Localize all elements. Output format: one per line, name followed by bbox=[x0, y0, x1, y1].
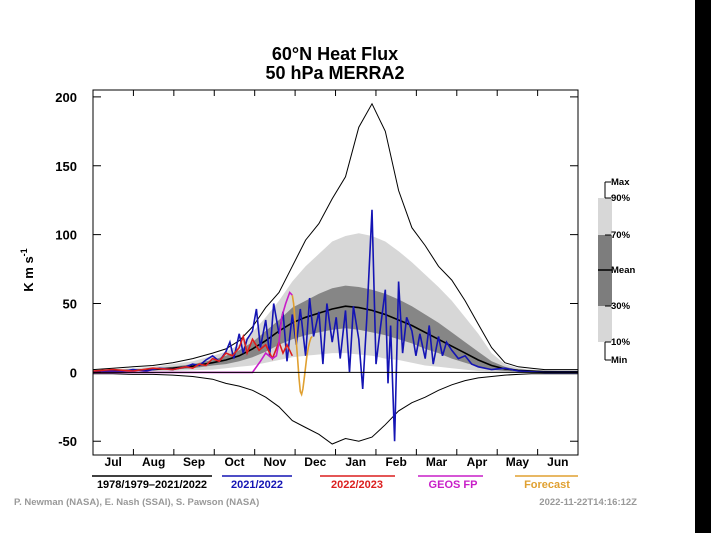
credits: P. Newman (NASA), E. Nash (SSAI), S. Paw… bbox=[14, 497, 259, 508]
legend-label-climatology: 1978/1979–2021/2022 bbox=[97, 479, 207, 491]
y-tick-label: 50 bbox=[63, 296, 77, 311]
band-legend-label: Min bbox=[611, 355, 628, 366]
legend-label-forecast: Forecast bbox=[524, 479, 570, 491]
band-legend-label: 90% bbox=[611, 193, 631, 204]
series-2022-2023-line bbox=[92, 333, 294, 372]
y-axis-label-sup: -1 bbox=[19, 248, 29, 256]
x-month-label: Nov bbox=[264, 455, 287, 469]
line-min bbox=[93, 373, 578, 445]
band-legend-label: Mean bbox=[611, 265, 635, 276]
line-max bbox=[92, 102, 578, 371]
axes: -50 0 50 100 150 200 Jul Aug Sep Oct Nov Dec Jan Feb M… bbox=[55, 89, 579, 469]
band-legend-label: 10% bbox=[611, 337, 631, 348]
series-legend: 1978/1979–2021/2022 2021/2022 2022/2023 … bbox=[92, 475, 578, 491]
x-month-label: Sep bbox=[183, 455, 205, 469]
x-month-label: Apr bbox=[467, 455, 488, 469]
band-legend-label: 70% bbox=[611, 230, 631, 241]
x-month-label: Jun bbox=[547, 455, 568, 469]
y-tick-label: -50 bbox=[58, 434, 77, 449]
y-axis-label: K m s-1 bbox=[19, 248, 36, 291]
y-tick-label: 0 bbox=[70, 365, 77, 380]
legend-label-2022-2023: 2022/2023 bbox=[331, 479, 383, 491]
x-month-label: Dec bbox=[304, 455, 326, 469]
series-forecast-line bbox=[291, 295, 313, 397]
x-month-label: Oct bbox=[224, 455, 244, 469]
band-legend-label: Max bbox=[611, 177, 630, 188]
x-month-label: Aug bbox=[142, 455, 165, 469]
timestamp: 2022-11-22T14:16:12Z bbox=[539, 497, 637, 508]
x-month-label: Mar bbox=[426, 455, 448, 469]
right-edge-bar bbox=[695, 0, 711, 533]
x-month-label: May bbox=[506, 455, 530, 469]
climatology-bands bbox=[93, 233, 578, 373]
legend-label-geos-fp: GEOS FP bbox=[429, 479, 478, 491]
heat-flux-chart: 60°N Heat Flux 50 hPa MERRA2 -50 0 50 100 15… bbox=[14, 44, 637, 508]
x-month-label: Jan bbox=[345, 455, 366, 469]
legend-label-2021-2022: 2021/2022 bbox=[231, 479, 283, 491]
y-tick-label: 100 bbox=[55, 228, 77, 243]
chart-title: 60°N Heat Flux bbox=[272, 44, 398, 64]
chart-subtitle: 50 hPa MERRA2 bbox=[265, 63, 404, 83]
y-tick-label: 200 bbox=[55, 90, 77, 105]
y-axis-label-main: K m s bbox=[21, 256, 36, 291]
y-axis-label-text: K m s-1 bbox=[19, 248, 36, 291]
band-legend: Max 90% 70% Mean 30% 10% Min bbox=[598, 177, 635, 366]
x-month-label: Jul bbox=[105, 455, 122, 469]
band-legend-label: 30% bbox=[611, 301, 631, 312]
chart-figure: 60°N Heat Flux 50 hPa MERRA2 -50 0 50 100 15… bbox=[14, 44, 638, 508]
band-30-70 bbox=[93, 285, 578, 373]
y-tick-label: 150 bbox=[55, 159, 77, 174]
x-month-label: Feb bbox=[385, 455, 406, 469]
